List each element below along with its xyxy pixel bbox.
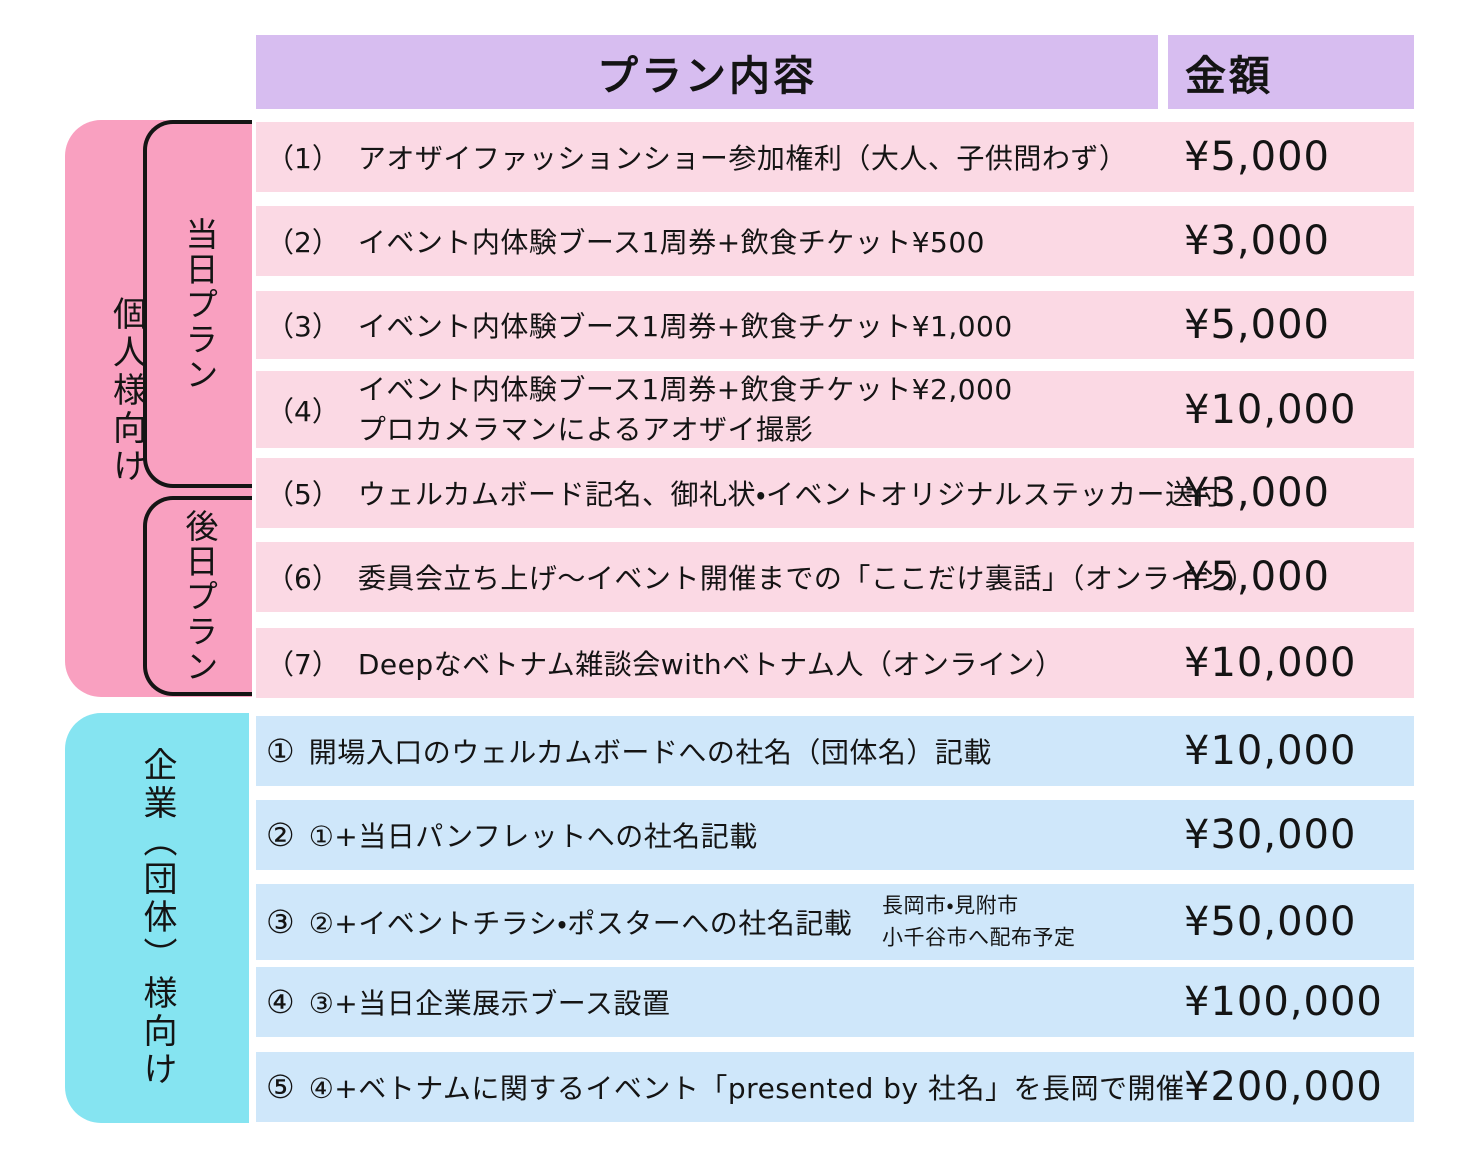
row-text: イベント内体験ブース1周券+飲食チケット¥1,000 — [357, 310, 1013, 343]
row-text: 委員会立ち上げ～イベント開催までの「ここだけ裏話」（オンライン） — [357, 562, 1256, 595]
table-row-c2: ② ①+当日パンフレットへの社名記載 ¥30,000 — [256, 800, 1414, 870]
day-plan-bracket: 当日プラン — [143, 120, 252, 488]
row-note-line-1: 長岡市・見附市 — [882, 893, 1019, 918]
corporate-sidebar: 企業（団体）様向け — [65, 713, 249, 1123]
table-row-7: （7） Deepなベトナム雑談会withベトナム人（オンライン） ¥10,000 — [256, 628, 1414, 698]
individual-sidebar-label: 個人様向け — [106, 295, 147, 486]
row-number: ④ — [266, 983, 295, 1021]
table-row-c5: ⑤ ④+ベトナムに関するイベント「presented by 社名」を長岡で開催 … — [256, 1052, 1414, 1122]
row-number: （1） — [266, 142, 340, 175]
table-row-2: （2） イベント内体験ブース1周券+飲食チケット¥500 ¥3,000 — [256, 206, 1414, 276]
row-number: （5） — [266, 478, 340, 511]
row-number: ⑤ — [266, 1068, 295, 1106]
row-text: ②+イベントチラシ・ポスターへの社名記載 — [308, 907, 853, 940]
row-amount: ¥5,000 — [1184, 134, 1330, 180]
row-amount: ¥10,000 — [1184, 640, 1357, 686]
row-number: （4） — [266, 394, 340, 428]
table-row-c4: ④ ③+当日企業展示ブース設置 ¥100,000 — [256, 967, 1414, 1037]
header-amount-cell: 金額 — [1168, 35, 1414, 109]
row-number: （6） — [266, 562, 340, 595]
table-row-5: （5） ウェルカムボード記名、御礼状・イベントオリジナルステッカー送付 ¥3,0… — [256, 458, 1414, 528]
row-text: ③+当日企業展示ブース設置 — [308, 987, 671, 1020]
header-amount-label: 金額 — [1185, 52, 1273, 100]
row-number: ② — [266, 816, 295, 854]
row-text: イベント内体験ブース1周券+飲食チケット¥500 — [357, 226, 985, 259]
row-amount: ¥3,000 — [1184, 218, 1330, 264]
row-amount: ¥200,000 — [1184, 1064, 1383, 1110]
row-amount: ¥10,000 — [1184, 728, 1357, 774]
row-text-line-1: イベント内体験ブース1周券+飲食チケット¥2,000 — [357, 373, 1013, 407]
table-row-3: （3） イベント内体験ブース1周券+飲食チケット¥1,000 ¥5,000 — [256, 291, 1414, 359]
day-plan-label: 当日プラン — [180, 216, 219, 392]
row-text: ①+当日パンフレットへの社名記載 — [308, 820, 758, 853]
header-plan-cell: プラン内容 — [256, 35, 1158, 109]
row-note: 長岡市・見附市 小千谷市へ配布予定 — [882, 891, 1076, 954]
row-text: アオザイファッションショー参加権利（大人、子供問わず） — [357, 142, 1128, 175]
table-row-4: （4） イベント内体験ブース1周券+飲食チケット¥2,000 プロカメラマンによ… — [256, 371, 1414, 448]
table-row-6: （6） 委員会立ち上げ～イベント開催までの「ここだけ裏話」（オンライン） ¥5,… — [256, 542, 1414, 612]
row-number: （2） — [266, 226, 340, 259]
row-amount: ¥5,000 — [1184, 302, 1330, 348]
row-number: ① — [266, 732, 295, 770]
corporate-sidebar-label: 企業（団体）様向け — [137, 747, 177, 1089]
row-amount: ¥50,000 — [1184, 899, 1357, 945]
row-text-line-2: プロカメラマンによるアオザイ撮影 — [357, 412, 813, 446]
row-amount: ¥10,000 — [1184, 386, 1357, 433]
row-text: Deepなベトナム雑談会withベトナム人（オンライン） — [357, 648, 1064, 681]
later-plan-bracket: 後日プラン — [143, 496, 252, 696]
table-row-c3: ③ ②+イベントチラシ・ポスターへの社名記載 長岡市・見附市 小千谷市へ配布予定… — [256, 884, 1414, 960]
row-amount: ¥100,000 — [1184, 979, 1383, 1025]
row-text: ④+ベトナムに関するイベント「presented by 社名」を長岡で開催 — [308, 1072, 1185, 1105]
table-row-c1: ① 開場入口のウェルカムボードへの社名（団体名）記載 ¥10,000 — [256, 716, 1414, 786]
row-text: 開場入口のウェルカムボードへの社名（団体名）記載 — [308, 736, 992, 769]
row-amount: ¥3,000 — [1184, 470, 1330, 516]
row-text: ウェルカムボード記名、御礼状・イベントオリジナルステッカー送付 — [357, 478, 1223, 511]
row-number: （7） — [266, 648, 340, 681]
row-note-line-2: 小千谷市へ配布予定 — [882, 925, 1076, 949]
row-amount: ¥5,000 — [1184, 554, 1330, 600]
table-row-1: （1） アオザイファッションショー参加権利（大人、子供問わず） ¥5,000 — [256, 122, 1414, 192]
later-plan-label: 後日プラン — [180, 508, 219, 684]
row-text: イベント内体験ブース1周券+飲食チケット¥2,000 プロカメラマンによるアオザ… — [358, 370, 1013, 448]
row-number: ③ — [266, 903, 295, 941]
row-amount: ¥30,000 — [1184, 812, 1357, 858]
row-number: （3） — [266, 310, 340, 343]
header-plan-label: プラン内容 — [597, 52, 817, 100]
